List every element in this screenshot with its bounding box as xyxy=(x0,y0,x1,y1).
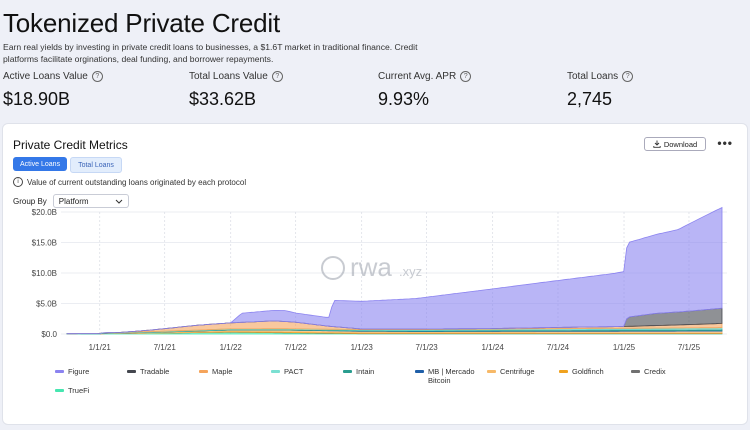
legend-item[interactable]: Credix xyxy=(631,367,666,376)
legend-swatch xyxy=(55,370,64,373)
legend-label: Goldfinch xyxy=(572,367,604,376)
help-icon[interactable]: ? xyxy=(622,71,634,82)
watermark-text: rwa xyxy=(350,252,392,282)
legend-label: Maple xyxy=(212,367,233,376)
x-tick-label: 7/1/25 xyxy=(678,343,701,352)
metrics-card: Private Credit Metrics Download ••• Acti… xyxy=(2,123,748,425)
legend-label: Figure xyxy=(68,367,90,376)
stat-label: Total Loans xyxy=(567,71,619,82)
legend-label: MB | Mercado Bitcoin xyxy=(428,367,475,385)
legend-label: Intain xyxy=(356,367,375,376)
x-tick-label: 7/1/22 xyxy=(285,343,308,352)
stat-total-loans-value: Total Loans Value? $33.62B xyxy=(189,71,283,110)
download-label: Download xyxy=(663,139,698,149)
x-tick-label: 1/1/21 xyxy=(89,343,112,352)
stat-total-loans: Total Loans? 2,745 xyxy=(567,71,634,110)
legend-item[interactable]: Tradable xyxy=(127,367,169,376)
card-title: Private Credit Metrics xyxy=(13,138,128,152)
legend-item[interactable]: Goldfinch xyxy=(559,367,604,376)
download-button[interactable]: Download xyxy=(644,137,706,151)
more-options-icon[interactable]: ••• xyxy=(717,136,733,150)
legend-swatch xyxy=(55,389,64,392)
watermark-globe-icon xyxy=(321,256,345,280)
stat-value: 9.93% xyxy=(378,89,430,109)
x-tick-label: 7/1/23 xyxy=(416,343,439,352)
help-icon[interactable]: ? xyxy=(91,71,103,82)
legend-label: PACT xyxy=(284,367,304,376)
tab-total-loans[interactable]: Total Loans xyxy=(70,157,122,173)
y-tick-label: $15.0B xyxy=(32,239,57,248)
legend-item[interactable]: Centrifuge xyxy=(487,367,535,376)
legend-swatch xyxy=(415,370,424,373)
y-tick-label: $10.0B xyxy=(32,269,57,278)
x-tick-label: 7/1/24 xyxy=(547,343,570,352)
chevron-down-icon xyxy=(115,199,123,204)
legend-item[interactable]: Maple xyxy=(199,367,232,376)
group-by-select[interactable]: Platform xyxy=(52,194,129,208)
legend-swatch xyxy=(559,370,568,373)
legend-swatch xyxy=(343,370,352,373)
group-by: Group By Platform xyxy=(13,194,129,208)
tab-bar: Active Loans Total Loans xyxy=(13,157,122,173)
x-tick-label: 1/1/25 xyxy=(613,343,636,352)
watermark-suffix: .xyz xyxy=(399,264,422,279)
legend-swatch xyxy=(199,370,208,373)
group-by-label: Group By xyxy=(13,196,47,206)
legend-item[interactable]: MB | Mercado Bitcoin xyxy=(415,367,488,385)
group-by-value: Platform xyxy=(58,196,89,206)
legend-swatch xyxy=(631,370,640,373)
tab-active-loans[interactable]: Active Loans xyxy=(13,157,68,171)
legend-item[interactable]: Intain xyxy=(343,367,374,376)
stat-value: 2,745 xyxy=(567,89,613,109)
stat-value: $18.90B xyxy=(3,89,71,109)
legend-swatch xyxy=(271,370,280,373)
stat-label: Current Avg. APR xyxy=(378,71,457,82)
stat-active-loans-value: Active Loans Value? $18.90B xyxy=(3,71,103,110)
info-text: Value of current outstanding loans origi… xyxy=(27,177,247,187)
y-tick-label: $5.0B xyxy=(36,300,57,309)
x-tick-label: 1/1/22 xyxy=(220,343,243,352)
stat-current-avg-apr: Current Avg. APR? 9.93% xyxy=(378,71,472,110)
download-icon xyxy=(653,140,661,148)
stat-value: $33.62B xyxy=(189,89,257,109)
legend-item[interactable]: PACT xyxy=(271,367,303,376)
help-icon[interactable]: ? xyxy=(271,71,283,82)
stat-label: Total Loans Value xyxy=(189,71,268,82)
x-tick-label: 7/1/21 xyxy=(154,343,177,352)
x-tick-label: 1/1/23 xyxy=(351,343,374,352)
page-description: Earn real yields by investing in private… xyxy=(3,42,418,64)
legend-swatch xyxy=(127,370,136,373)
y-tick-label: $20.0B xyxy=(32,208,57,217)
info-line: i Value of current outstanding loans ori… xyxy=(13,177,246,187)
info-icon: i xyxy=(13,177,23,187)
legend-swatch xyxy=(487,370,496,373)
legend-label: Centrifuge xyxy=(500,367,535,376)
help-icon[interactable]: ? xyxy=(460,71,472,82)
legend-label: TrueFi xyxy=(68,386,90,395)
y-tick-label: $0.0 xyxy=(41,330,57,339)
stat-label: Active Loans Value xyxy=(3,71,88,82)
x-tick-label: 1/1/24 xyxy=(482,343,505,352)
page-title: Tokenized Private Credit xyxy=(3,8,280,38)
legend-label: Tradable xyxy=(140,367,170,376)
legend-item[interactable]: Figure xyxy=(55,367,89,376)
legend-item[interactable]: TrueFi xyxy=(55,386,89,395)
legend-label: Credix xyxy=(644,367,666,376)
stacked-area-chart: $0.0 $5.0B $10.0B $15.0B $20.0B 1/1/21 7/1/21 1… xyxy=(32,206,727,352)
series-area-figure xyxy=(66,206,723,335)
